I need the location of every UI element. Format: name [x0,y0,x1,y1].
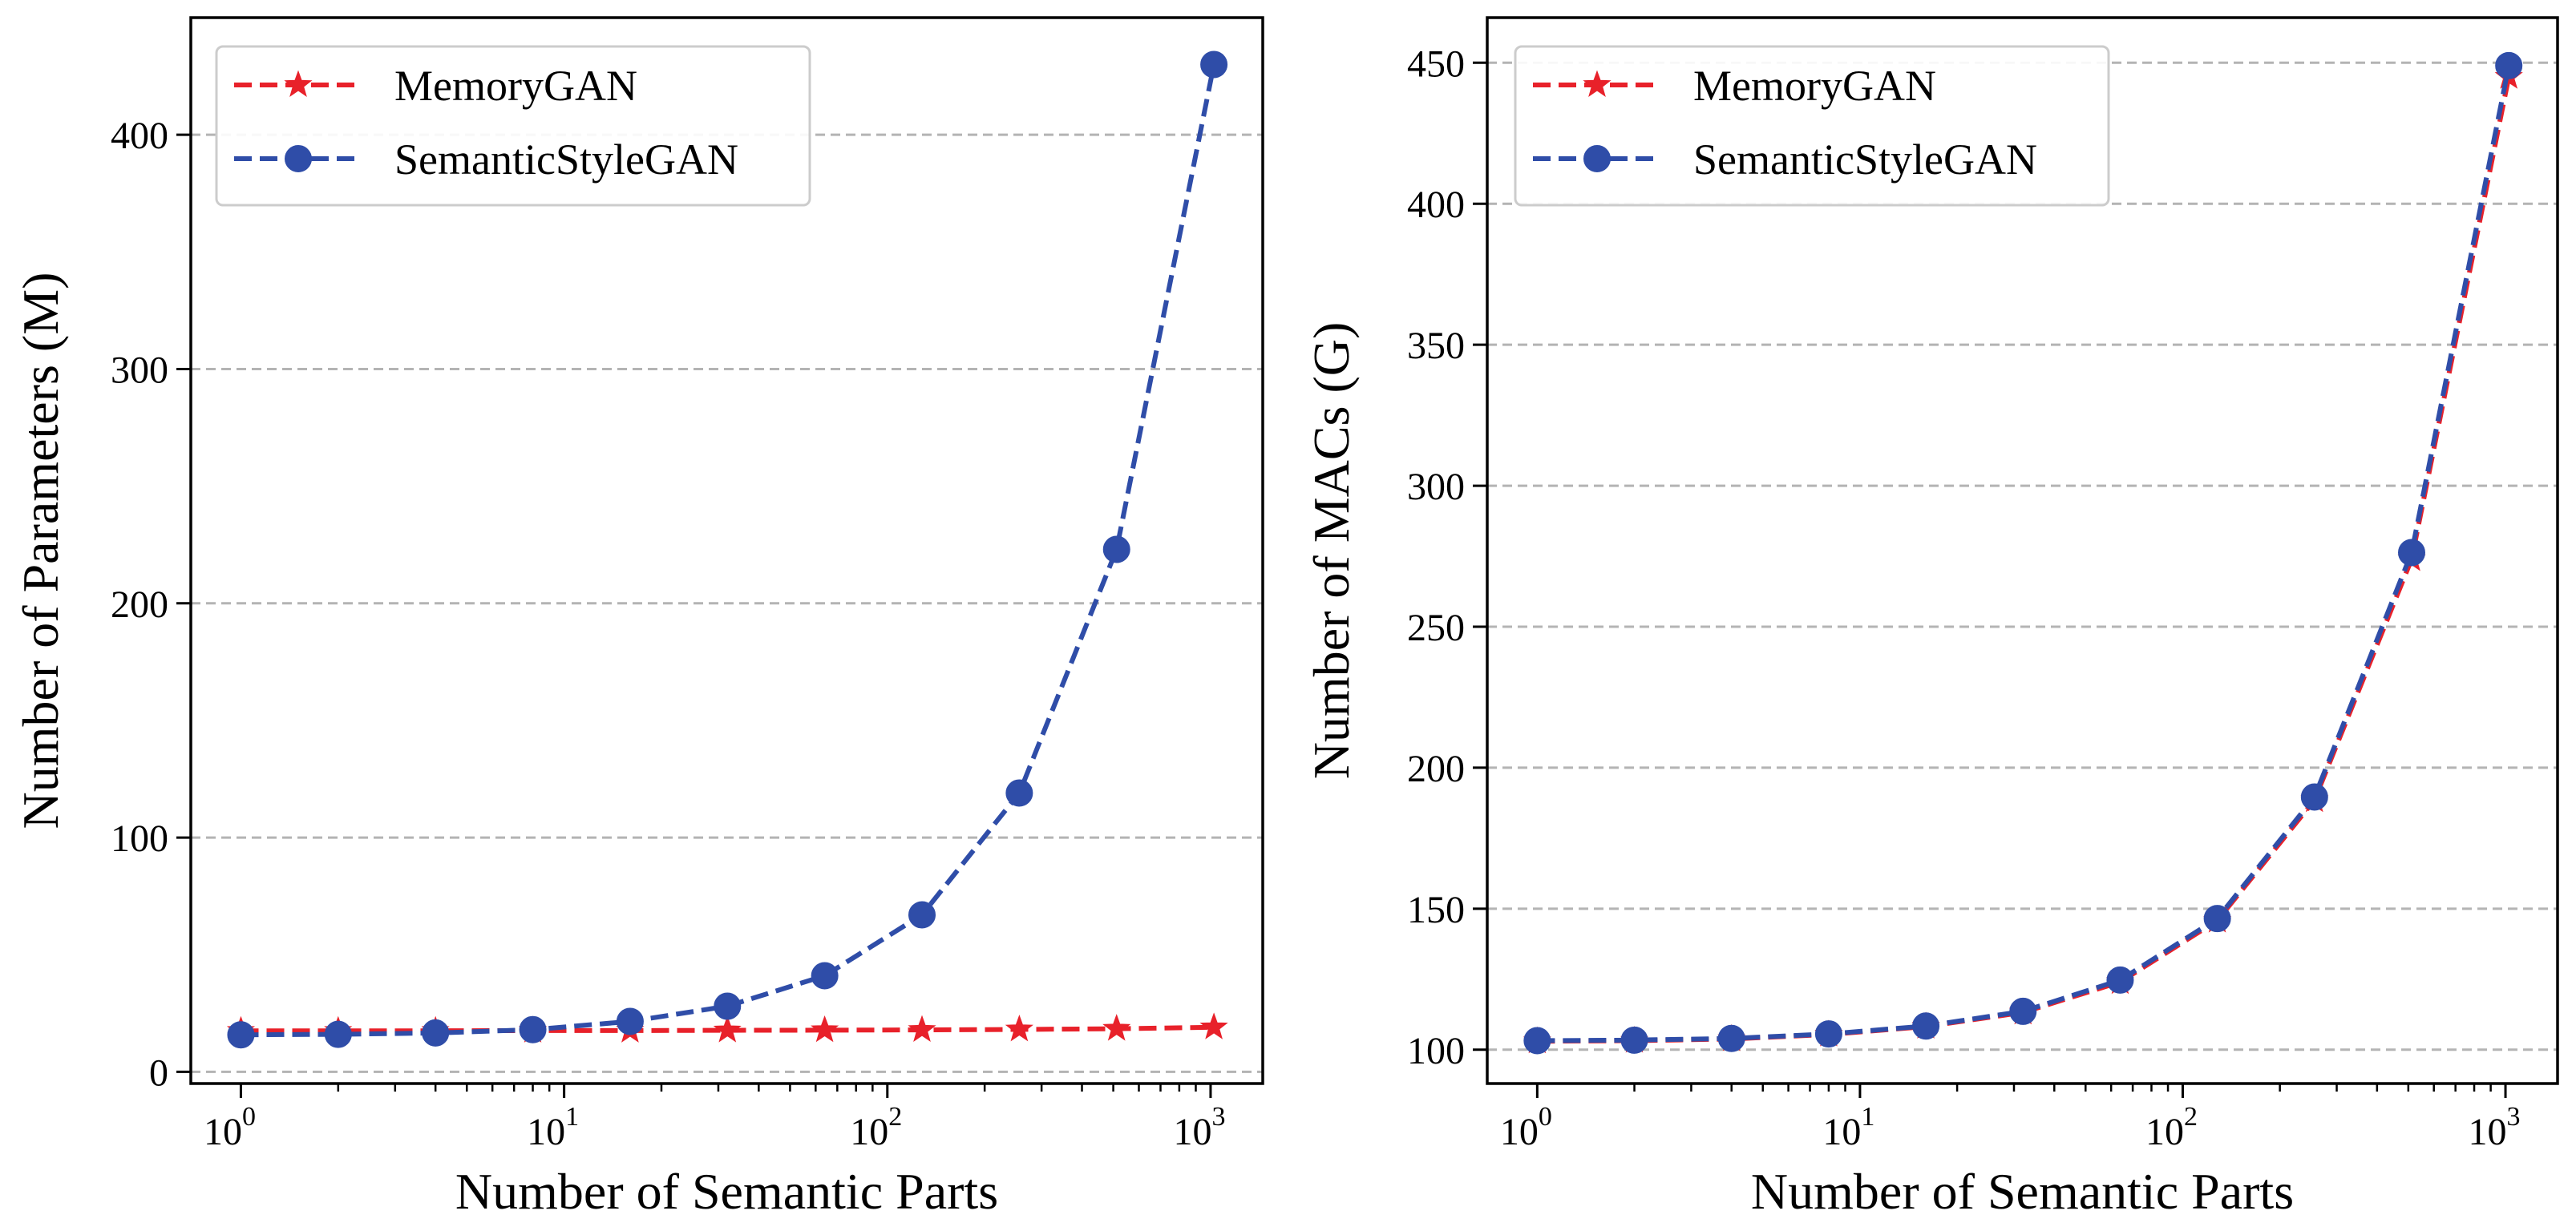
x-tick-exponent: 3 [2507,1102,2521,1132]
legend-box [1514,45,2110,207]
x-tick-base: 10 [850,1111,888,1153]
y-tick-label: 300 [111,349,168,391]
x-tick-label: 100 [204,1102,256,1153]
data-point [714,992,742,1020]
legend: MemoryGAN SemanticStyleGAN [215,45,811,207]
series-line-1 [1537,65,2512,1043]
y-tick-label: 0 [149,1051,168,1094]
data-point [2495,51,2523,79]
x-tick-label: 100 [1500,1102,1552,1153]
y-tick-label: 100 [1407,1030,1465,1072]
data-point [908,901,936,929]
x-tick-base: 10 [2145,1111,2184,1153]
x-tick-base: 10 [1822,1111,1861,1153]
data-point [2398,539,2426,567]
y-tick-label: 250 [1407,607,1465,649]
legend-label: SemanticStyleGAN [1693,135,2037,184]
data-point [908,1015,936,1042]
legend-marker [284,70,313,97]
plot-frame [1486,16,2559,1085]
x-tick-label: 103 [2469,1102,2521,1153]
series-markers-1 [1523,51,2523,1055]
data-point [227,1021,255,1049]
x-tick-exponent: 2 [2184,1102,2198,1132]
data-point [811,1015,839,1043]
y-axis-label: Number of Parameters (M) [12,272,69,829]
data-point [811,962,839,990]
legend: MemoryGAN SemanticStyleGAN [1514,45,2110,207]
legend-marker [1583,145,1611,172]
y-tick-label: 200 [111,583,168,626]
y-tick-label: 150 [1407,889,1465,931]
x-tick-label: 103 [1173,1102,1225,1153]
chart-macs: 100 101 102 103100150200250300350400450Numb… [1303,16,2559,1220]
x-tick-label: 101 [527,1102,579,1153]
legend-box [215,45,811,207]
series-markers-1 [227,50,1228,1049]
x-tick-exponent: 0 [1539,1102,1552,1132]
data-point [1814,1020,1842,1048]
y-tick-label: 400 [1407,184,1465,226]
data-point [1102,535,1130,563]
x-tick-exponent: 1 [1861,1102,1874,1132]
x-tick-base: 10 [204,1111,242,1153]
x-tick-exponent: 0 [242,1102,256,1132]
data-point [1523,1027,1551,1055]
series-line-0 [1537,76,2512,1044]
legend-label: MemoryGAN [394,62,637,110]
legend-label: MemoryGAN [1693,62,1936,110]
data-point [2203,905,2231,933]
data-point [422,1019,450,1047]
y-tick-label: 100 [111,817,168,860]
y-tick-label: 400 [111,115,168,157]
x-tick-exponent: 1 [565,1102,579,1132]
y-tick-label: 450 [1407,42,1465,85]
plot-frame [189,16,1264,1085]
series-line-0 [241,1024,1215,1034]
x-tick-base: 10 [2469,1111,2507,1153]
data-point [2106,966,2134,994]
x-axis-label: Number of Semantic Parts [1751,1163,2294,1220]
data-point [616,1007,644,1035]
data-point [1620,1026,1648,1054]
y-axis-label: Number of MACs (G) [1303,322,1360,780]
data-point [2300,783,2328,811]
data-point [713,1015,742,1043]
data-point [1717,1024,1745,1052]
data-point [1199,1012,1228,1039]
y-tick-label: 200 [1407,748,1465,790]
legend-label: SemanticStyleGAN [394,135,738,184]
series-line-1 [241,63,1217,1038]
data-point [519,1015,547,1043]
series-markers-0 [1523,62,2523,1054]
x-axis-label: Number of Semantic Parts [455,1163,998,1220]
y-tick-label: 300 [1407,466,1465,508]
x-tick-label: 102 [850,1102,902,1153]
data-point [1005,779,1033,807]
x-tick-base: 10 [527,1111,565,1153]
legend-marker [285,145,312,172]
legend-marker [1583,70,1612,97]
data-point [1200,50,1228,79]
data-point [1912,1012,1940,1040]
x-tick-base: 10 [1500,1111,1539,1153]
data-point [1005,1015,1033,1042]
x-tick-exponent: 2 [888,1102,902,1132]
x-tick-label: 101 [1822,1102,1874,1153]
y-tick-label: 350 [1407,325,1465,367]
x-tick-base: 10 [1173,1111,1211,1153]
x-tick-exponent: 3 [1211,1102,1225,1132]
data-point [1102,1014,1131,1041]
data-point [324,1020,352,1048]
data-point [2009,997,2037,1025]
x-tick-label: 102 [2145,1102,2198,1153]
